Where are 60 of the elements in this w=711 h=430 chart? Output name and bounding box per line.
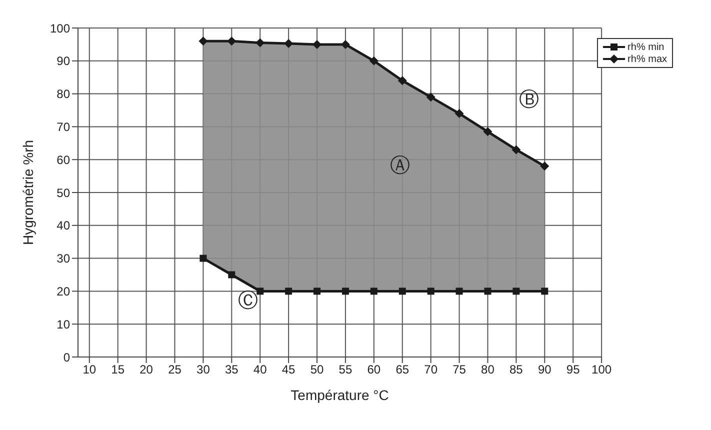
point xyxy=(198,36,208,46)
legend-label: rh% max xyxy=(628,54,667,64)
y-tick-label: 80 xyxy=(56,87,70,102)
point xyxy=(483,127,492,136)
x-axis-title: Température °C xyxy=(290,387,389,403)
point xyxy=(227,36,236,46)
point xyxy=(256,288,264,295)
point xyxy=(512,288,520,295)
x-tick-label: 90 xyxy=(538,362,552,377)
y-tick-label: 90 xyxy=(56,54,70,68)
point xyxy=(426,92,436,102)
y-tick-label: 30 xyxy=(56,252,70,266)
point xyxy=(285,288,292,295)
point xyxy=(256,38,265,48)
x-tick-label: 70 xyxy=(424,362,438,377)
x-tick-label: 35 xyxy=(224,362,239,377)
point xyxy=(512,145,521,154)
x-tick-label: 100 xyxy=(592,362,612,377)
x-tick-label: 25 xyxy=(168,362,182,377)
annotation: Ⓒ xyxy=(238,288,258,312)
x-tick-label: 40 xyxy=(253,362,268,377)
legend-label: rh% min xyxy=(628,42,664,52)
x-tick-label: 60 xyxy=(367,362,381,377)
y-tick-label: 70 xyxy=(56,120,70,134)
x-tick-label: 95 xyxy=(566,362,580,377)
point xyxy=(200,254,207,262)
y-tick-label: 40 xyxy=(56,218,70,233)
y-tick-label: 60 xyxy=(56,152,70,167)
y-tick-label: 50 xyxy=(56,186,70,200)
point xyxy=(484,288,492,295)
point xyxy=(398,76,407,86)
point xyxy=(342,288,349,295)
y-tick-label: 10 xyxy=(56,317,70,332)
point xyxy=(427,288,434,295)
point xyxy=(228,271,236,278)
point xyxy=(398,288,406,295)
y-tick-label: 100 xyxy=(50,21,70,36)
point xyxy=(456,288,463,295)
x-tick-label: 50 xyxy=(310,362,324,377)
x-tick-label: 30 xyxy=(196,362,210,377)
point xyxy=(369,56,378,66)
x-tick-label: 65 xyxy=(396,362,410,377)
x-tick-label: 75 xyxy=(452,362,466,377)
y-tick-label: 0 xyxy=(63,350,70,364)
point xyxy=(454,109,464,118)
point xyxy=(370,288,378,295)
x-tick-label: 55 xyxy=(338,362,352,377)
point xyxy=(541,288,548,295)
x-tick-label: 20 xyxy=(140,362,154,377)
x-tick-label: 85 xyxy=(510,362,524,377)
point xyxy=(540,162,550,171)
annotation: Ⓐ xyxy=(390,152,410,177)
annotation: Ⓑ xyxy=(518,86,539,111)
x-tick-label: 15 xyxy=(111,362,125,377)
point xyxy=(314,288,321,295)
x-tick-label: 10 xyxy=(82,362,96,377)
y-tick-label: 20 xyxy=(56,284,70,298)
y-axis-title: Hygrométrie %rh xyxy=(20,140,36,246)
x-tick-label: 80 xyxy=(481,362,495,377)
x-tick-label: 45 xyxy=(282,362,296,377)
